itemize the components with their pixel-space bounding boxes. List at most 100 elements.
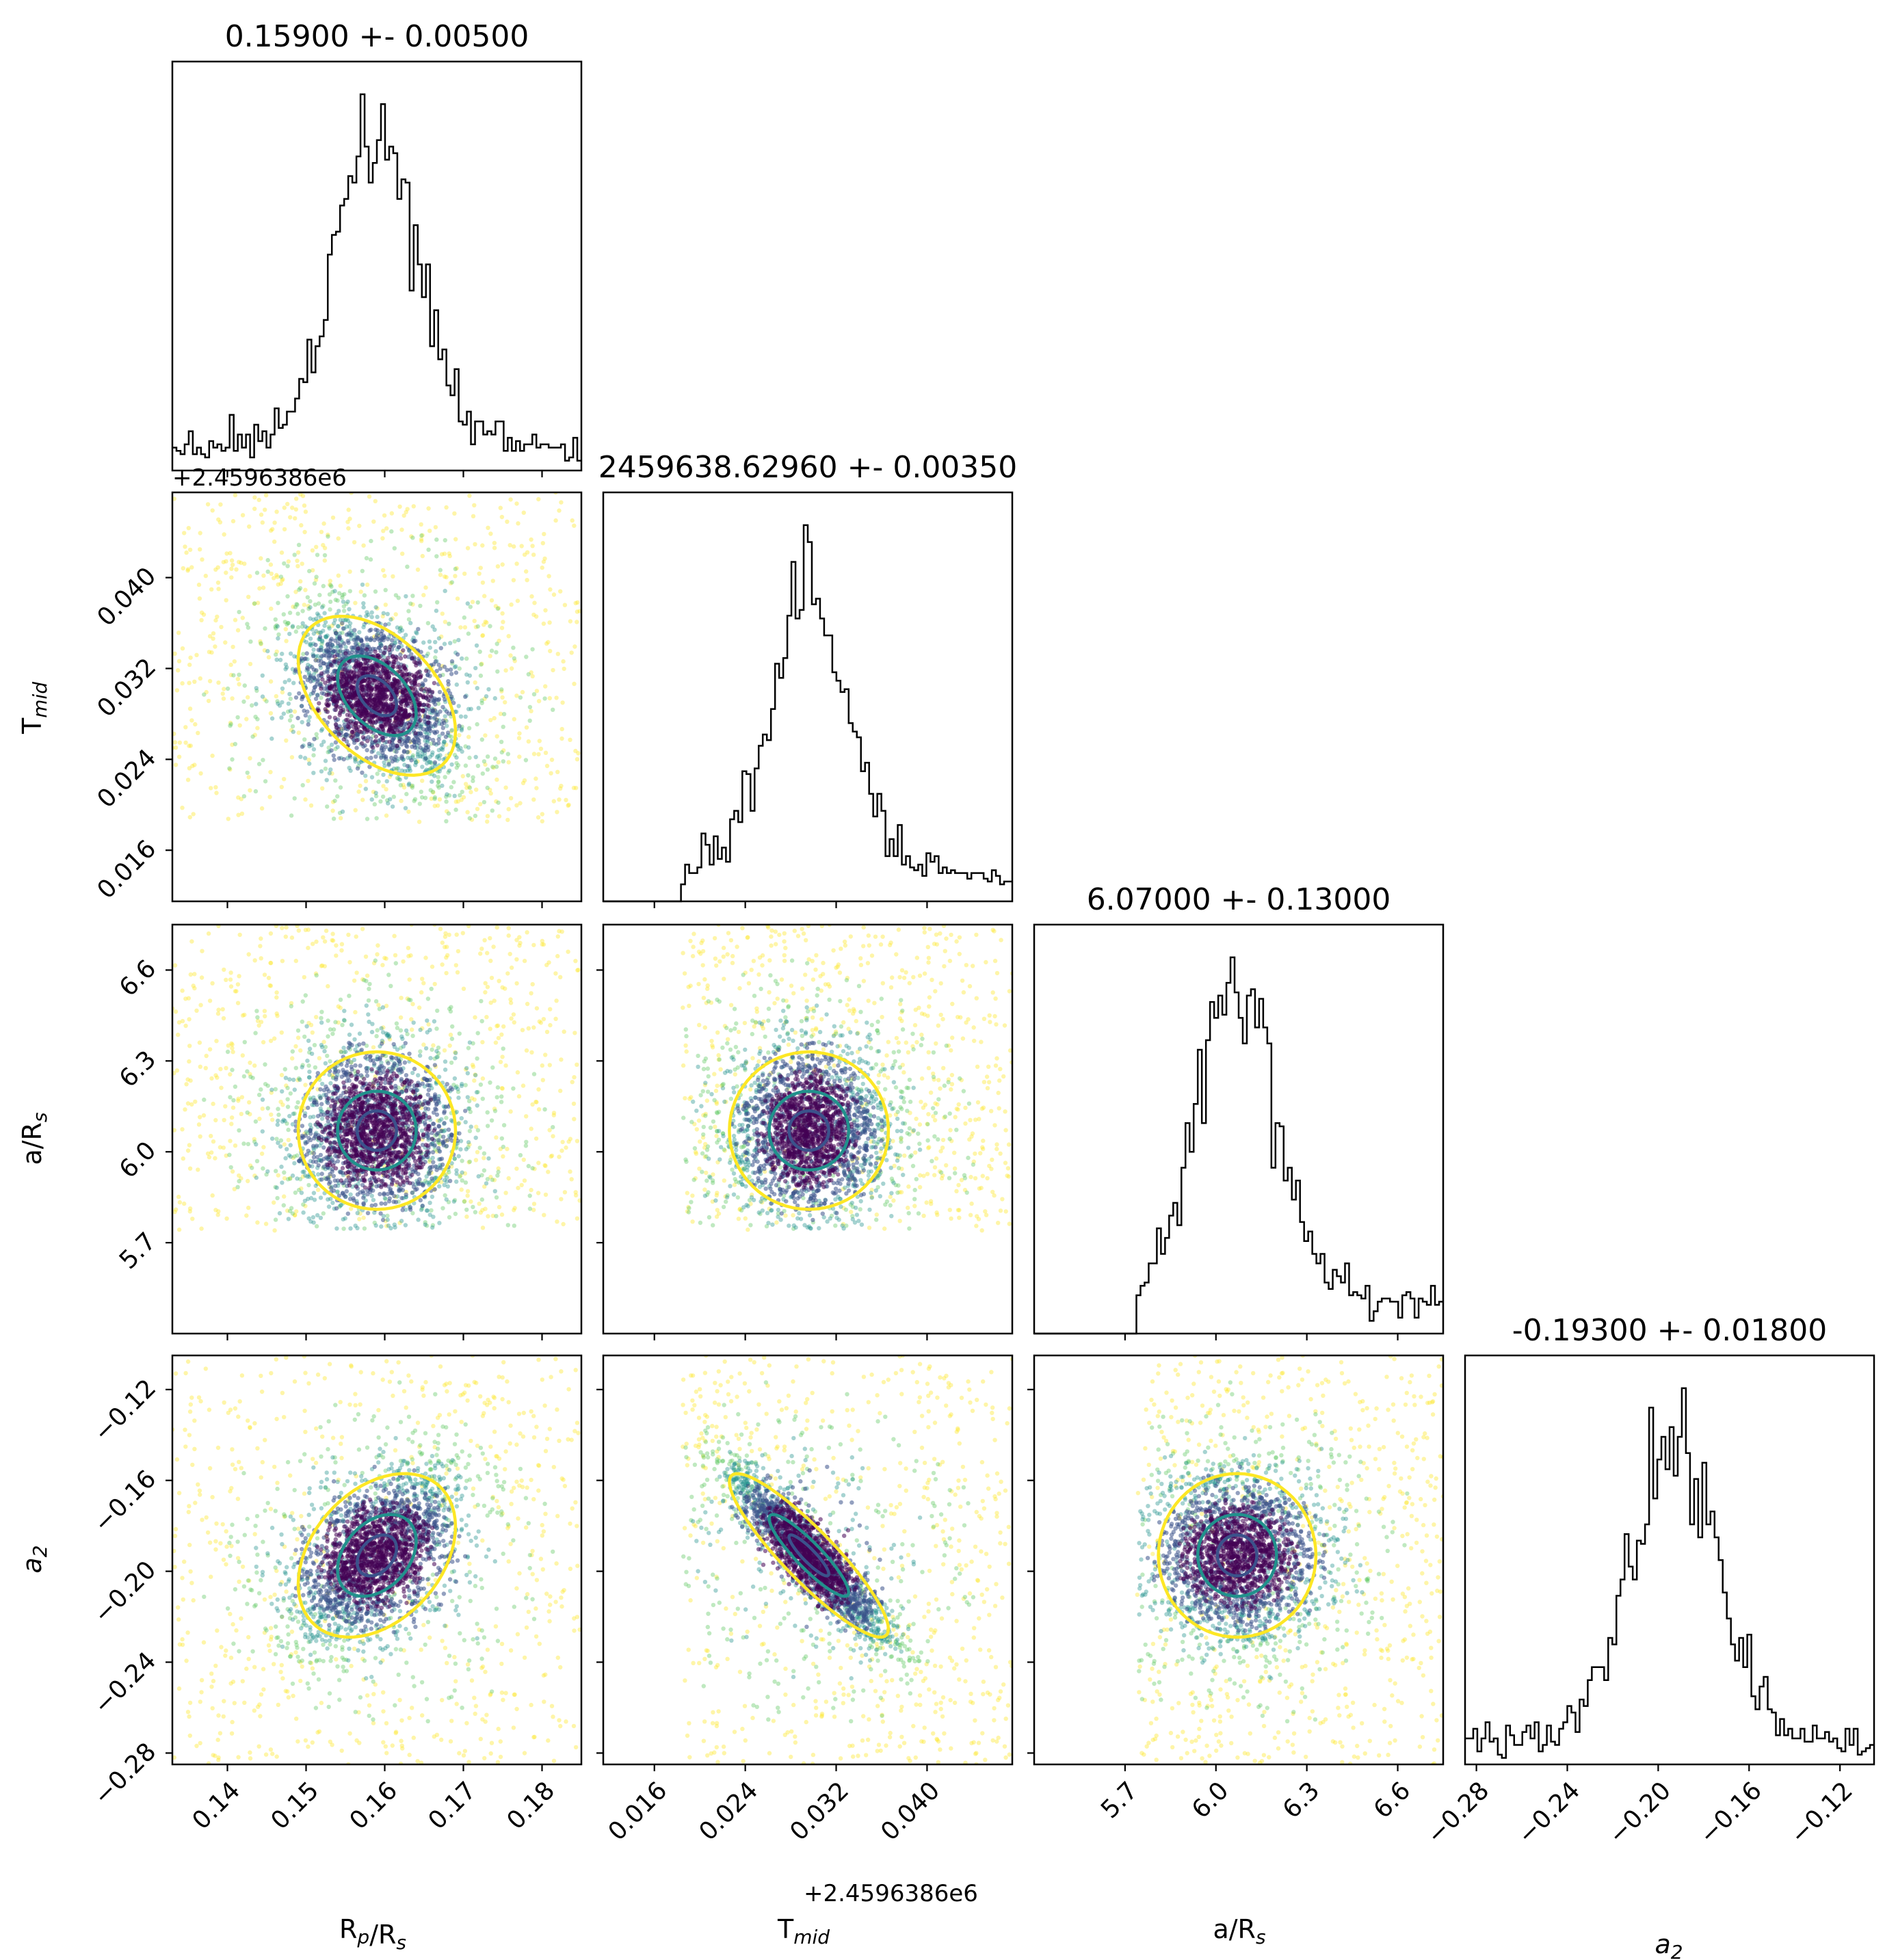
sample-point bbox=[187, 815, 192, 820]
sample-point bbox=[350, 730, 355, 735]
sample-point bbox=[465, 601, 470, 606]
sample-point bbox=[348, 1226, 353, 1231]
sample-point bbox=[293, 1213, 298, 1217]
sample-point bbox=[431, 737, 436, 743]
sample-point bbox=[376, 738, 382, 743]
sample-point bbox=[315, 1113, 321, 1119]
sample-point bbox=[263, 507, 267, 512]
sample-point bbox=[566, 803, 570, 808]
sample-point bbox=[303, 993, 308, 998]
sample-point bbox=[480, 633, 485, 638]
sample-point bbox=[229, 575, 234, 580]
sample-point bbox=[455, 970, 460, 975]
sample-point bbox=[399, 689, 404, 694]
sample-point bbox=[374, 653, 379, 658]
sample-point bbox=[253, 1119, 259, 1124]
sample-point bbox=[438, 572, 443, 577]
sample-point bbox=[356, 646, 360, 651]
sample-point bbox=[512, 1208, 516, 1213]
sample-point bbox=[440, 940, 445, 945]
sample-point bbox=[303, 1204, 308, 1208]
sample-point bbox=[385, 703, 390, 708]
sample-point bbox=[435, 1055, 440, 1059]
sample-point bbox=[456, 1087, 460, 1091]
sample-point bbox=[435, 600, 440, 605]
sample-point bbox=[419, 1207, 424, 1213]
sample-point bbox=[436, 737, 441, 742]
sample-point bbox=[354, 659, 358, 663]
sample-point bbox=[421, 640, 426, 645]
sample-point bbox=[173, 763, 179, 767]
sample-point bbox=[332, 715, 337, 720]
sample-point bbox=[283, 626, 288, 632]
sample-point bbox=[501, 712, 507, 717]
sample-point bbox=[457, 1120, 462, 1126]
sample-point bbox=[388, 644, 393, 649]
sample-point bbox=[540, 812, 544, 817]
sample-point bbox=[279, 1164, 284, 1169]
sample-point bbox=[514, 938, 519, 942]
sample-point bbox=[564, 797, 568, 803]
sample-point bbox=[576, 968, 581, 972]
sample-point bbox=[263, 1082, 268, 1087]
sample-point bbox=[385, 798, 390, 803]
sample-point bbox=[351, 645, 356, 650]
sample-point bbox=[443, 538, 447, 543]
sample-point bbox=[276, 1173, 280, 1178]
sample-point bbox=[512, 544, 516, 549]
sample-point bbox=[569, 650, 574, 655]
sample-point bbox=[257, 586, 262, 591]
sample-point bbox=[292, 1087, 297, 1092]
sample-point bbox=[547, 1128, 552, 1133]
sample-point bbox=[531, 1208, 536, 1213]
sample-point bbox=[494, 1135, 499, 1140]
sample-point bbox=[312, 1043, 317, 1048]
sample-point bbox=[213, 785, 218, 790]
sample-point bbox=[308, 616, 313, 621]
sample-point bbox=[370, 1022, 375, 1027]
sample-point bbox=[404, 1028, 409, 1033]
sample-point bbox=[347, 753, 352, 758]
sample-point bbox=[511, 646, 516, 650]
sample-point bbox=[445, 792, 449, 797]
sample-point bbox=[457, 732, 462, 738]
sample-point bbox=[499, 1212, 505, 1217]
sample-point bbox=[284, 738, 289, 743]
sample-point bbox=[428, 1056, 433, 1061]
sample-point bbox=[313, 602, 318, 607]
sample-point bbox=[499, 739, 504, 745]
sample-point bbox=[268, 528, 274, 533]
sample-point bbox=[263, 1221, 269, 1226]
sample-point bbox=[547, 1063, 552, 1068]
sample-point bbox=[555, 769, 560, 775]
sample-point bbox=[443, 574, 447, 579]
sample-point bbox=[237, 682, 241, 687]
sample-point bbox=[371, 519, 376, 524]
sample-point bbox=[420, 533, 425, 538]
sample-point bbox=[275, 574, 280, 579]
sample-point bbox=[436, 636, 442, 641]
sample-point bbox=[453, 807, 458, 812]
sample-point bbox=[466, 631, 471, 636]
sample-point bbox=[340, 809, 345, 815]
sample-point bbox=[252, 495, 257, 500]
sample-point bbox=[551, 799, 556, 804]
sample-point bbox=[460, 789, 464, 795]
sample-point bbox=[374, 1033, 379, 1039]
sample-point bbox=[237, 1173, 241, 1178]
sample-point bbox=[501, 1046, 505, 1051]
sample-point bbox=[448, 1009, 453, 1014]
sample-point bbox=[228, 720, 233, 726]
sample-point bbox=[413, 740, 419, 745]
sample-point bbox=[471, 1064, 476, 1070]
sample-point bbox=[432, 1056, 437, 1061]
sample-point bbox=[541, 1017, 546, 1022]
sample-point bbox=[347, 994, 352, 998]
sample-point bbox=[233, 618, 238, 622]
sample-point bbox=[566, 949, 570, 954]
sample-point bbox=[291, 1077, 296, 1083]
sample-point bbox=[310, 1030, 315, 1035]
sample-point bbox=[460, 773, 465, 779]
sample-point bbox=[294, 496, 299, 501]
sample-point bbox=[311, 688, 317, 693]
